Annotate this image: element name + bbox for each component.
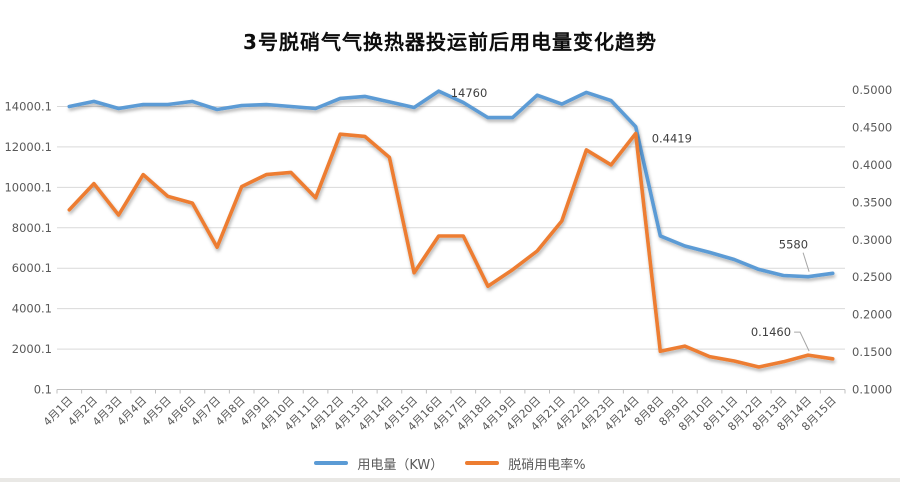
right-axis-tick-label: 0.2500	[852, 270, 892, 284]
data-point-label: 14760	[451, 86, 488, 100]
left-axis-tick-label: 4000.1	[12, 302, 52, 316]
right-axis-tick-label: 0.3000	[852, 233, 892, 247]
legend-item: 用电量（KW）	[314, 454, 443, 473]
gridlines	[57, 106, 845, 390]
legend-label: 脱硝用电率%	[508, 457, 586, 473]
left-axis-tick-label: 6000.1	[12, 261, 52, 275]
power-consumption-line	[67, 89, 835, 279]
right-axis-tick-label: 0.5000	[852, 83, 892, 97]
legend-line-swatch	[465, 461, 500, 465]
left-axis-labels: 0.1 2000.1 4000.1 6000.1 8000.1 10000.1 12000.…	[4, 100, 52, 397]
left-axis-tick-label: 0.1	[34, 383, 52, 397]
legend-item: 脱硝用电率%	[465, 454, 586, 473]
chart-legend: 用电量（KW） 脱硝用电率%	[0, 451, 900, 475]
right-axis-tick-label: 0.4000	[852, 158, 892, 172]
chart-title: 3号脱硝气气换热器投运前后用电量变化趋势	[243, 30, 657, 54]
bottom-border-strip	[0, 478, 900, 482]
series-lines	[67, 89, 835, 369]
right-axis-tick-label: 0.3500	[852, 195, 892, 209]
right-axis-labels: 0.1000 0.1500 0.2000 0.2500 0.3000 0.3500 0.40…	[852, 83, 892, 397]
right-axis-tick-label: 0.2000	[852, 308, 892, 322]
annotation-leader-line	[794, 331, 810, 352]
denitration-rate-line	[67, 131, 835, 369]
legend-label: 用电量（KW）	[357, 457, 444, 473]
left-axis-tick-label: 12000.1	[4, 140, 52, 154]
left-axis-tick-label: 8000.1	[12, 221, 52, 235]
data-point-label: 0.1460	[751, 325, 791, 339]
data-point-label: 0.4419	[652, 132, 692, 146]
left-axis-tick-label: 14000.1	[4, 100, 52, 114]
right-axis-tick-label: 0.1000	[852, 383, 892, 397]
left-axis-tick-label: 10000.1	[4, 180, 52, 194]
right-axis-tick-label: 0.4500	[852, 120, 892, 134]
right-axis-tick-label: 0.1500	[852, 345, 892, 359]
legend-line-swatch	[314, 461, 349, 465]
x-axis	[56, 389, 846, 394]
annotation-leader-line	[802, 252, 810, 272]
left-axis-tick-label: 2000.1	[12, 342, 52, 356]
data-point-label: 5580	[779, 238, 808, 252]
data-labels: 14760 0.4419 5580 0.1460	[451, 86, 810, 352]
x-axis-labels: 4月1日4月2日4月3日4月4日4月5日4月6日4月7日4月8日4月9日4月10…	[41, 394, 839, 434]
